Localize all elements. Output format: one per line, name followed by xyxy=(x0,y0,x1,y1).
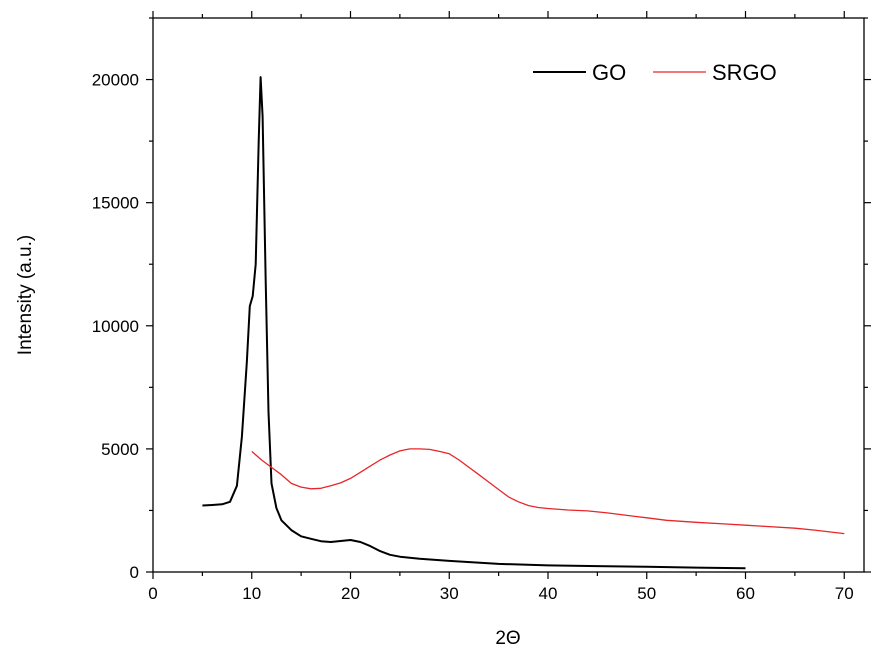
x-tick-label: 10 xyxy=(242,584,261,603)
x-tick-label: 60 xyxy=(736,584,755,603)
y-tick-label: 5000 xyxy=(101,440,139,459)
axis-ticks xyxy=(146,11,871,579)
x-axis-title: 2Θ xyxy=(495,628,520,649)
legend-label-srgo: SRGO xyxy=(712,60,777,85)
y-tick-label: 0 xyxy=(130,563,139,582)
tick-labels: 0 10 20 30 40 50 60 70 0 5000 10000 15000 20000 xyxy=(92,71,854,603)
plot-frame xyxy=(152,17,865,573)
y-tick-label: 15000 xyxy=(92,194,139,213)
y-tick-label: 10000 xyxy=(92,317,139,336)
legend-label-go: GO xyxy=(592,60,626,85)
x-tick-label: 30 xyxy=(440,584,459,603)
x-tick-label: 70 xyxy=(835,584,854,603)
series-line-go xyxy=(202,76,746,570)
y-tick-label: 20000 xyxy=(92,71,139,90)
x-tick-label: 40 xyxy=(539,584,558,603)
x-tick-label: 50 xyxy=(637,584,656,603)
series-lines xyxy=(202,76,845,570)
x-tick-label: 0 xyxy=(148,584,157,603)
series-line-srgo xyxy=(251,448,845,535)
legend: GO SRGO xyxy=(533,60,777,85)
y-axis-title: Intensity (a.u.) xyxy=(15,235,36,355)
x-tick-label: 20 xyxy=(341,584,360,603)
